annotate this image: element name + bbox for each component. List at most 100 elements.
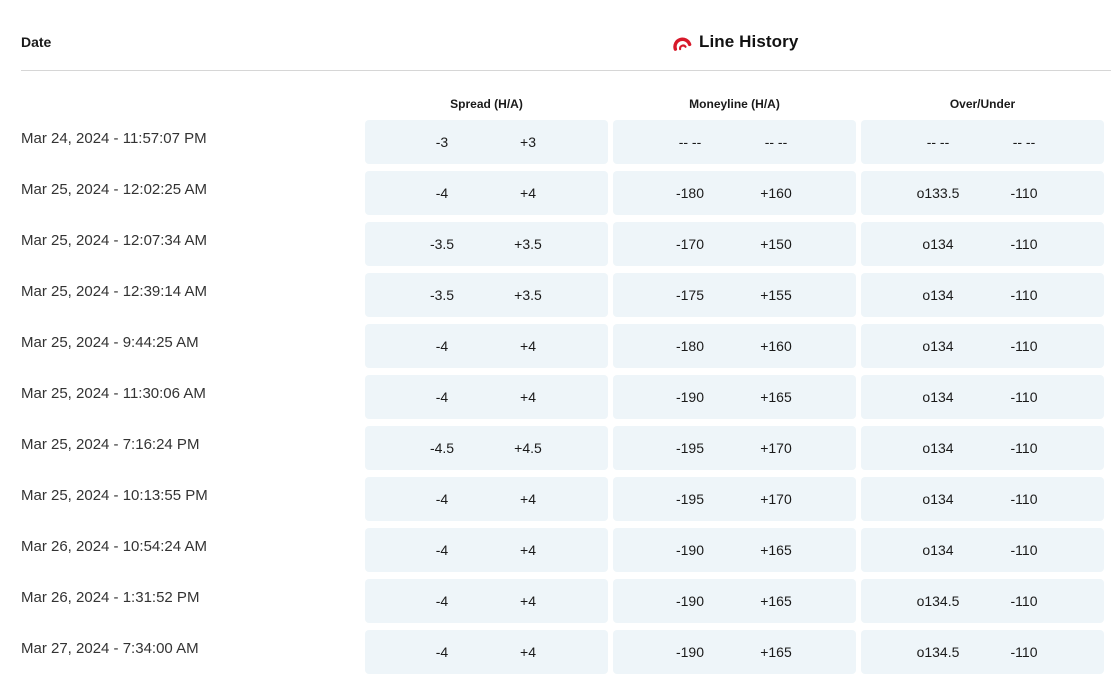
home-value: -4	[435, 185, 449, 201]
home-value: -195	[675, 440, 705, 456]
home-value: -3	[435, 134, 449, 150]
moneyline-cell: -190 +165	[613, 579, 856, 623]
row-date: Mar 25, 2024 - 12:02:25 AM	[21, 181, 207, 198]
away-value: -110	[1010, 440, 1038, 456]
away-value: -110	[1010, 338, 1038, 354]
away-value: +3.5	[514, 236, 542, 252]
over-under-cell: o134.5 -110	[861, 630, 1104, 674]
away-value: +4	[520, 593, 536, 609]
over-under-cell: o134 -110	[861, 528, 1104, 572]
table-row: Mar 25, 2024 - 11:30:06 AM -4 +4 -190 +165 o1…	[0, 375, 1113, 419]
home-value: o134	[922, 236, 954, 252]
moneyline-cell: -180 +160	[613, 171, 856, 215]
home-value: -180	[675, 185, 705, 201]
row-date: Mar 25, 2024 - 7:16:24 PM	[21, 436, 200, 453]
table-row: Mar 25, 2024 - 10:13:55 PM -4 +4 -195 +170 o1…	[0, 477, 1113, 521]
spread-cell: -4.5 +4.5	[365, 426, 608, 470]
over-under-column-header: Over/Under	[949, 97, 1016, 111]
spread-cell: -3.5 +3.5	[365, 222, 608, 266]
over-under-cell: o134.5 -110	[861, 579, 1104, 623]
table-row: Mar 26, 2024 - 1:31:52 PM -4 +4 -190 +165 o13…	[0, 579, 1113, 623]
table-row: Mar 26, 2024 - 10:54:24 AM -4 +4 -190 +165 o1…	[0, 528, 1113, 572]
home-value: -3.5	[429, 236, 455, 252]
line-history-logo-icon	[673, 37, 692, 51]
away-value: +4	[520, 389, 536, 405]
away-value: +4	[520, 491, 536, 507]
home-value: -190	[675, 389, 705, 405]
away-value: +3	[520, 134, 536, 150]
over-under-cell: o134 -110	[861, 426, 1104, 470]
away-value: +165	[760, 593, 792, 609]
home-value: o134	[922, 491, 954, 507]
away-value: +160	[760, 185, 792, 201]
spread-cell: -3 +3	[365, 120, 608, 164]
moneyline-cell: -175 +155	[613, 273, 856, 317]
table-row: Mar 25, 2024 - 12:39:14 AM -3.5 +3.5 -175 +1…	[0, 273, 1113, 317]
home-value: -190	[675, 542, 705, 558]
column-headers: Spread (H/A) Moneyline (H/A) Over/Under	[0, 97, 1113, 113]
home-value: -170	[675, 236, 705, 252]
spread-cell: -4 +4	[365, 579, 608, 623]
table-row: Mar 25, 2024 - 7:16:24 PM -4.5 +4.5 -195 +17…	[0, 426, 1113, 470]
away-value: -110	[1010, 593, 1038, 609]
away-value: -110	[1010, 185, 1038, 201]
home-value: o134	[922, 338, 954, 354]
moneyline-cell: -195 +170	[613, 426, 856, 470]
home-value: o134	[922, 440, 954, 456]
row-date: Mar 26, 2024 - 10:54:24 AM	[21, 538, 207, 555]
over-under-cell: o134 -110	[861, 273, 1104, 317]
moneyline-cell: -190 +165	[613, 630, 856, 674]
home-value: o134	[922, 542, 954, 558]
home-value: o134.5	[916, 593, 960, 609]
moneyline-cell: -190 +165	[613, 528, 856, 572]
spread-cell: -4 +4	[365, 171, 608, 215]
row-date: Mar 25, 2024 - 12:39:14 AM	[21, 283, 207, 300]
over-under-cell: o134 -110	[861, 375, 1104, 419]
away-value: +4	[520, 644, 536, 660]
line-history-title: Line History	[673, 32, 798, 52]
away-value: -110	[1010, 236, 1038, 252]
home-value: -4	[435, 593, 449, 609]
home-value: -- --	[678, 134, 702, 150]
spread-cell: -4 +4	[365, 630, 608, 674]
home-value: o134.5	[916, 644, 960, 660]
away-value: -- --	[1012, 134, 1036, 150]
home-value: -4	[435, 644, 449, 660]
home-value: -175	[675, 287, 705, 303]
home-value: o133.5	[916, 185, 960, 201]
spread-cell: -4 +4	[365, 477, 608, 521]
table-row: Mar 25, 2024 - 12:07:34 AM -3.5 +3.5 -170 +1…	[0, 222, 1113, 266]
away-value: +160	[760, 338, 792, 354]
over-under-cell: o134 -110	[861, 477, 1104, 521]
away-value: +170	[760, 440, 792, 456]
spread-cell: -4 +4	[365, 528, 608, 572]
away-value: +150	[760, 236, 792, 252]
spread-column-header: Spread (H/A)	[450, 97, 523, 111]
home-value: -195	[675, 491, 705, 507]
table-row: Mar 25, 2024 - 9:44:25 AM -4 +4 -180 +160 o13…	[0, 324, 1113, 368]
over-under-cell: o134 -110	[861, 222, 1104, 266]
home-value: -4	[435, 491, 449, 507]
home-value: o134	[922, 389, 954, 405]
away-value: +170	[760, 491, 792, 507]
table-header: Date Line History	[21, 0, 1111, 71]
away-value: -110	[1010, 644, 1038, 660]
row-date: Mar 24, 2024 - 11:57:07 PM	[21, 130, 207, 147]
away-value: +165	[760, 644, 792, 660]
row-date: Mar 26, 2024 - 1:31:52 PM	[21, 589, 200, 606]
home-value: -4.5	[429, 440, 455, 456]
table-row: Mar 27, 2024 - 7:34:00 AM -4 +4 -190 +165 o13…	[0, 630, 1113, 674]
away-value: +4	[520, 542, 536, 558]
spread-cell: -4 +4	[365, 375, 608, 419]
away-value: +165	[760, 542, 792, 558]
moneyline-cell: -190 +165	[613, 375, 856, 419]
table-row: Mar 25, 2024 - 12:02:25 AM -4 +4 -180 +160 o1…	[0, 171, 1113, 215]
home-value: -180	[675, 338, 705, 354]
page-title: Line History	[699, 32, 799, 51]
moneyline-cell: -180 +160	[613, 324, 856, 368]
date-column-header: Date	[21, 34, 52, 50]
away-value: +4	[520, 185, 536, 201]
row-date: Mar 25, 2024 - 12:07:34 AM	[21, 232, 207, 249]
away-value: +4	[520, 338, 536, 354]
